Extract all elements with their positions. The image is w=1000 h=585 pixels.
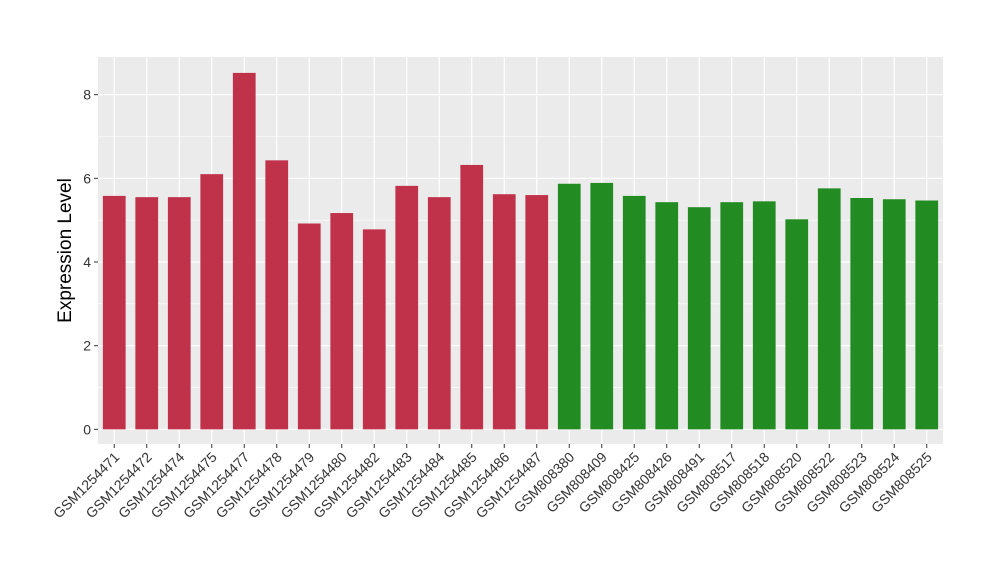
bar <box>687 207 711 430</box>
bar <box>330 213 354 430</box>
bar <box>752 201 776 430</box>
bar <box>232 72 256 430</box>
y-tick-label: 0 <box>83 421 91 437</box>
y-tick-label: 4 <box>83 254 91 270</box>
x-axis: GSM1254471GSM1254472GSM1254474GSM1254475… <box>50 444 935 521</box>
y-axis-label: Expression Level <box>55 178 76 323</box>
bar <box>817 188 841 430</box>
bar <box>395 185 419 430</box>
bar <box>590 182 614 430</box>
bar <box>882 199 906 430</box>
bar <box>460 164 484 430</box>
y-tick-label: 6 <box>83 170 91 186</box>
bar <box>167 197 191 430</box>
bar <box>297 223 321 430</box>
bar <box>102 195 126 430</box>
plot-panel <box>98 57 943 444</box>
y-tick-label: 2 <box>83 338 91 354</box>
bar <box>492 194 516 430</box>
bar <box>915 200 939 430</box>
y-tick-label: 8 <box>83 87 91 103</box>
bar <box>200 174 224 430</box>
bar <box>135 197 159 430</box>
bar <box>557 183 581 430</box>
y-axis: 0 2 4 6 8 <box>83 87 98 437</box>
bar <box>362 229 386 430</box>
bar <box>720 202 744 430</box>
bar <box>655 202 679 430</box>
bar <box>525 195 549 430</box>
bar <box>785 219 809 430</box>
bar <box>622 195 646 430</box>
bars <box>102 72 939 430</box>
bar <box>265 160 289 430</box>
bar <box>850 197 874 430</box>
bar <box>427 197 451 430</box>
